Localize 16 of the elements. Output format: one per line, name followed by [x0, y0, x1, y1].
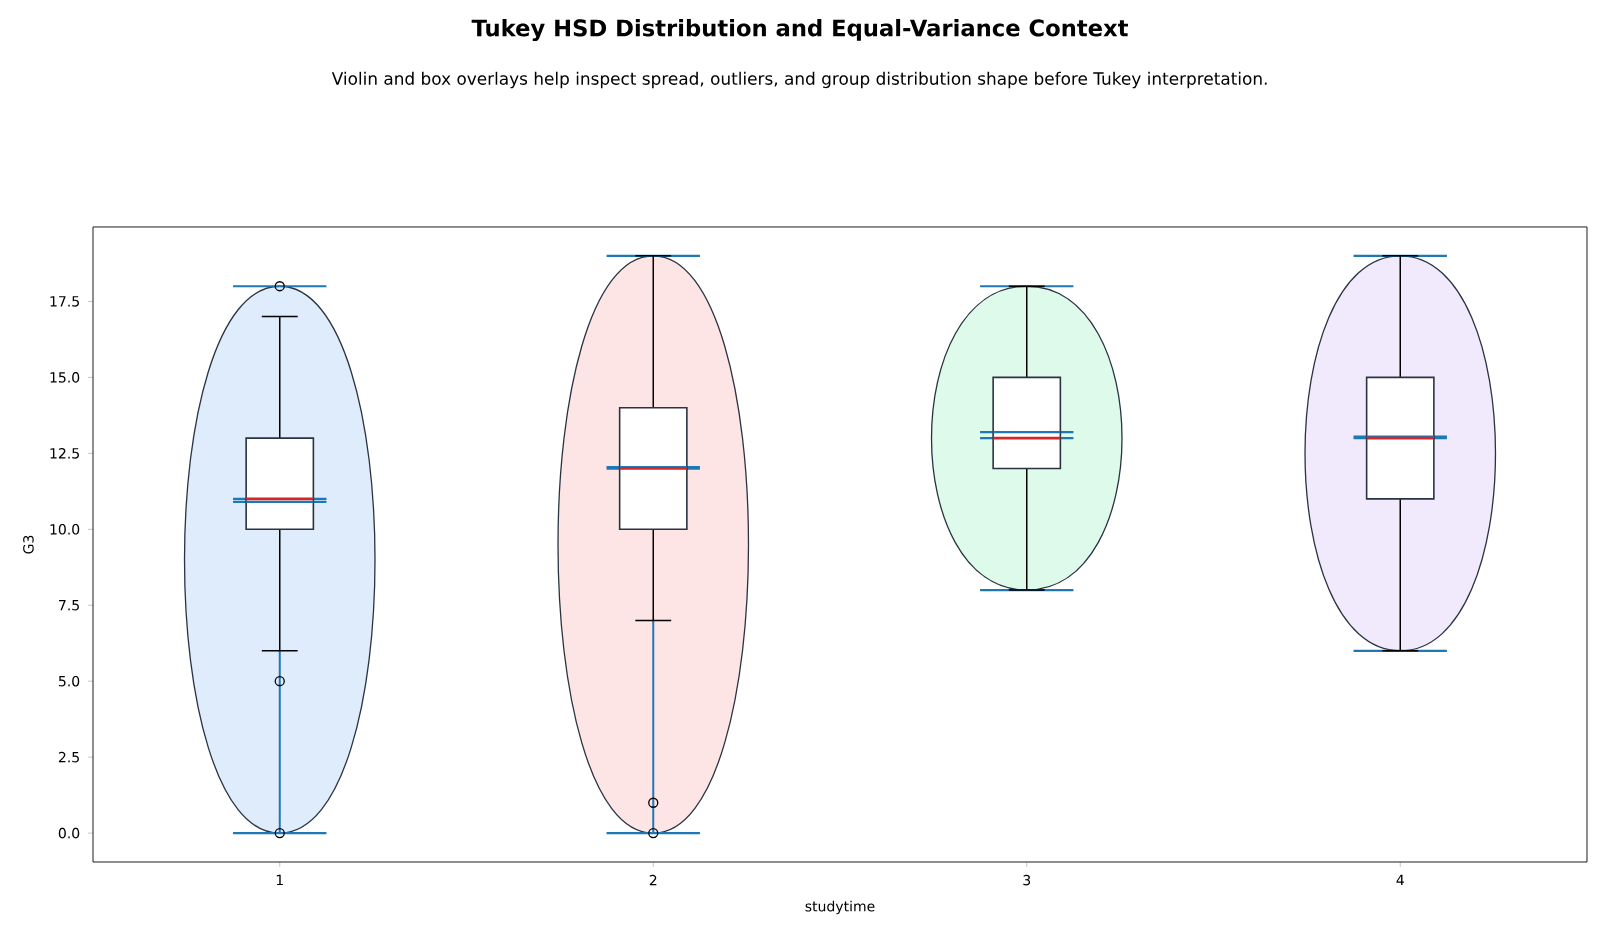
- y-tick-label: 2.5: [58, 751, 79, 763]
- y-tick-label: 7.5: [59, 600, 79, 611]
- chart-subtitle: Violin and box overlays help inspect spread, outliers, and group distribution shape before Tukey interpretation.: [331, 71, 1267, 89]
- x-axis-title: studytime: [805, 900, 875, 915]
- y-tick-label: 17.5: [50, 296, 79, 307]
- y-axis-title: G3: [23, 535, 34, 554]
- x-tick-label: 2: [649, 874, 657, 886]
- x-tick-label: 3: [1023, 874, 1031, 886]
- x-tick-label: 4: [1396, 874, 1404, 886]
- y-tick-label: 10.0: [50, 524, 80, 535]
- y-tick-label: 0.0: [58, 827, 80, 839]
- y-tick-label: 12.5: [50, 448, 79, 459]
- y-tick-label: 5.0: [58, 675, 80, 687]
- chart-title: Tukey HSD Distribution and Equal-Variance Context: [471, 18, 1128, 42]
- x-tick-label: 1: [276, 874, 283, 886]
- y-tick-label: 15.0: [50, 372, 80, 383]
